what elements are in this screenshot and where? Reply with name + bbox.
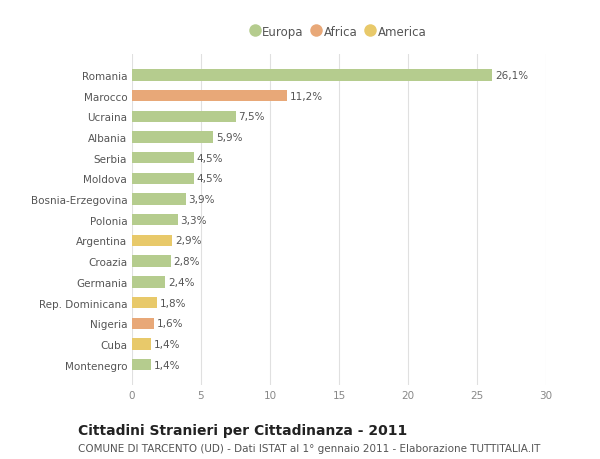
Bar — [132, 194, 186, 205]
Text: 4,5%: 4,5% — [197, 153, 223, 163]
Text: 5,9%: 5,9% — [216, 133, 242, 143]
Bar — [132, 339, 151, 350]
Text: 4,5%: 4,5% — [197, 174, 223, 184]
Bar — [132, 153, 194, 164]
Legend: Europa, Africa, America: Europa, Africa, America — [247, 21, 431, 44]
Bar — [132, 91, 287, 102]
Text: Cittadini Stranieri per Cittadinanza - 2011: Cittadini Stranieri per Cittadinanza - 2… — [78, 423, 407, 437]
Text: 1,4%: 1,4% — [154, 339, 181, 349]
Text: 2,8%: 2,8% — [173, 257, 200, 267]
Bar — [132, 132, 214, 143]
Text: 11,2%: 11,2% — [289, 91, 322, 101]
Text: 26,1%: 26,1% — [495, 71, 528, 81]
Bar — [132, 112, 235, 123]
Bar — [132, 277, 165, 288]
Text: COMUNE DI TARCENTO (UD) - Dati ISTAT al 1° gennaio 2011 - Elaborazione TUTTITALI: COMUNE DI TARCENTO (UD) - Dati ISTAT al … — [78, 443, 541, 453]
Text: 2,9%: 2,9% — [175, 236, 201, 246]
Bar — [132, 256, 170, 267]
Text: 3,3%: 3,3% — [181, 215, 207, 225]
Bar — [132, 359, 151, 370]
Bar — [132, 297, 157, 308]
Bar — [132, 70, 492, 81]
Bar — [132, 235, 172, 246]
Text: 1,8%: 1,8% — [160, 298, 186, 308]
Text: 3,9%: 3,9% — [188, 195, 215, 205]
Bar — [132, 215, 178, 226]
Bar — [132, 174, 194, 185]
Text: 2,4%: 2,4% — [168, 277, 194, 287]
Text: 7,5%: 7,5% — [238, 112, 265, 122]
Text: 1,6%: 1,6% — [157, 319, 184, 329]
Bar — [132, 318, 154, 329]
Text: 1,4%: 1,4% — [154, 360, 181, 370]
